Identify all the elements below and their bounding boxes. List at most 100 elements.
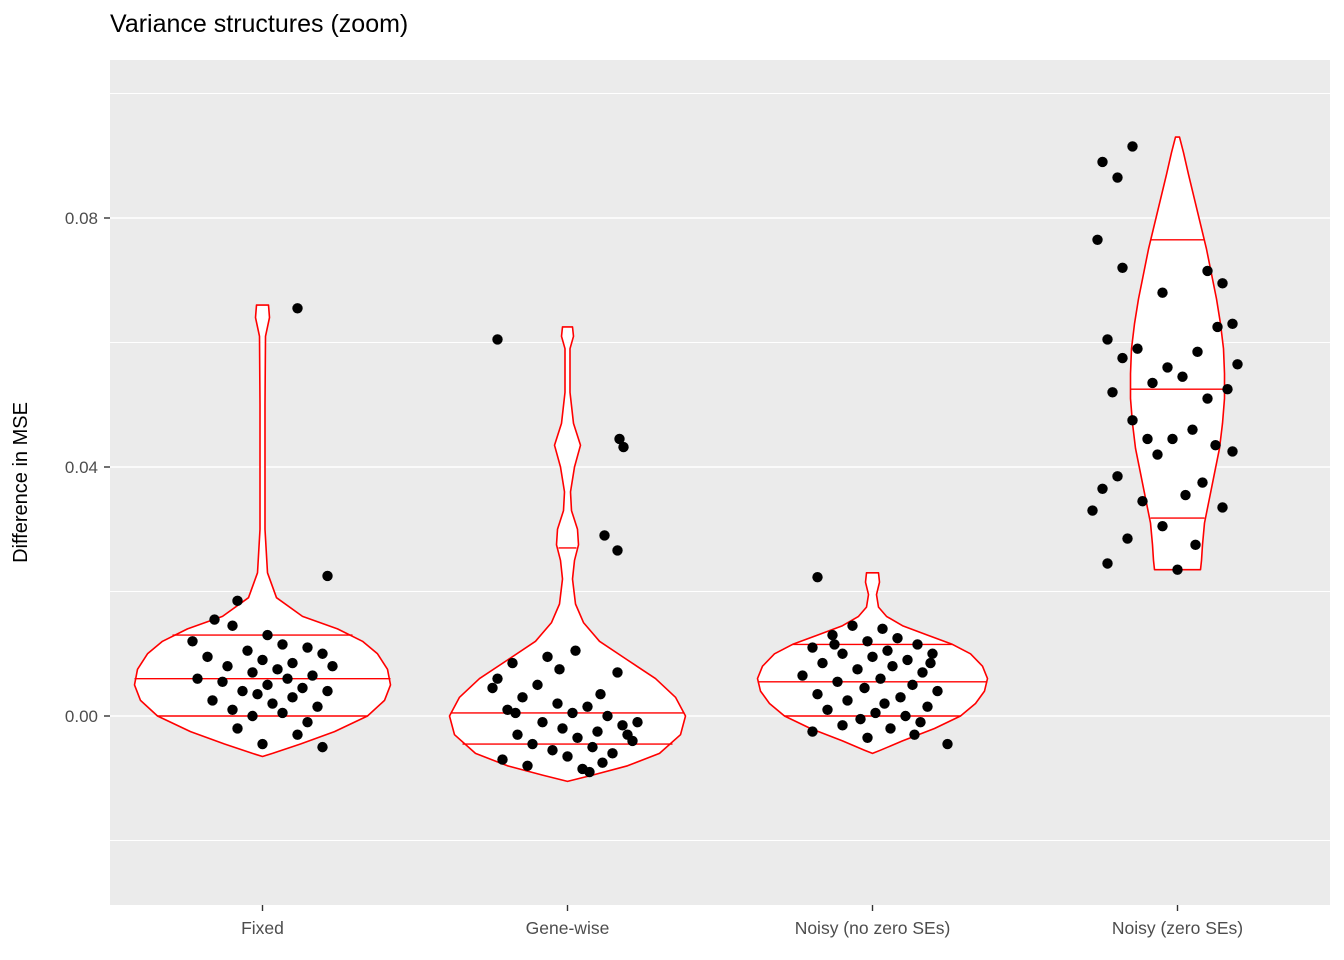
jitter-point bbox=[1162, 362, 1173, 373]
jitter-point bbox=[1217, 502, 1228, 513]
jitter-point bbox=[542, 651, 553, 663]
jitter-point bbox=[855, 713, 866, 725]
jitter-point bbox=[252, 689, 263, 700]
jitter-point bbox=[887, 661, 898, 672]
jitter-point bbox=[312, 701, 323, 712]
jitter-point bbox=[327, 661, 338, 672]
jitter-point bbox=[1227, 318, 1238, 330]
jitter-point bbox=[557, 723, 568, 734]
jitter-point bbox=[522, 760, 533, 771]
jitter-point bbox=[247, 667, 258, 678]
y-tick-label: 0.08 bbox=[65, 209, 98, 228]
jitter-point bbox=[912, 639, 923, 650]
jitter-point bbox=[497, 754, 508, 765]
jitter-point bbox=[537, 717, 548, 728]
jitter-point bbox=[882, 645, 893, 656]
x-tick-label: Gene-wise bbox=[526, 918, 610, 938]
jitter-point bbox=[627, 735, 638, 747]
jitter-point bbox=[885, 723, 896, 734]
jitter-point bbox=[932, 685, 943, 697]
jitter-point bbox=[1127, 141, 1138, 152]
jitter-point bbox=[925, 657, 936, 669]
jitter-point bbox=[1112, 471, 1123, 482]
jitter-point bbox=[554, 664, 565, 675]
jitter-point bbox=[297, 682, 308, 694]
jitter-point bbox=[287, 657, 298, 669]
jitter-point bbox=[892, 632, 903, 644]
jitter-point bbox=[1197, 477, 1208, 488]
jitter-point bbox=[1137, 496, 1148, 507]
x-tick-label: Fixed bbox=[241, 918, 284, 938]
jitter-point bbox=[617, 720, 628, 731]
jitter-point bbox=[1210, 440, 1221, 451]
jitter-point bbox=[618, 441, 629, 453]
jitter-point bbox=[1107, 387, 1118, 398]
jitter-point bbox=[1152, 449, 1163, 460]
chart-title: Variance structures (zoom) bbox=[110, 10, 409, 38]
jitter-point bbox=[217, 676, 228, 687]
jitter-point bbox=[307, 670, 318, 681]
jitter-point bbox=[1212, 321, 1223, 333]
jitter-point bbox=[902, 654, 913, 666]
plot-panel bbox=[110, 60, 1330, 905]
jitter-point bbox=[822, 704, 833, 715]
jitter-point bbox=[570, 645, 581, 656]
jitter-point bbox=[1102, 334, 1113, 345]
jitter-point bbox=[812, 689, 823, 700]
jitter-point bbox=[1097, 483, 1108, 494]
jitter-point bbox=[909, 729, 920, 740]
jitter-point bbox=[614, 433, 625, 445]
jitter-point bbox=[262, 629, 273, 641]
jitter-point bbox=[532, 679, 543, 691]
y-axis-label: Difference in MSE bbox=[9, 402, 32, 563]
jitter-point bbox=[852, 664, 863, 675]
jitter-point bbox=[1157, 520, 1168, 532]
jitter-point bbox=[807, 726, 818, 737]
jitter-point bbox=[292, 303, 303, 314]
jitter-point bbox=[797, 670, 808, 681]
jitter-point bbox=[900, 710, 911, 722]
jitter-point bbox=[612, 545, 623, 556]
jitter-point bbox=[527, 738, 538, 750]
jitter-point bbox=[1112, 172, 1123, 183]
jitter-point bbox=[607, 748, 618, 759]
jitter-point bbox=[507, 657, 518, 669]
violin-fixed bbox=[133, 304, 392, 758]
jitter-point bbox=[1147, 377, 1158, 389]
jitter-point bbox=[812, 571, 823, 583]
y-tick-label: 0.04 bbox=[65, 458, 98, 477]
jitter-point bbox=[322, 685, 333, 697]
jitter-point bbox=[837, 720, 848, 731]
jitter-point bbox=[1132, 343, 1143, 354]
jitter-point bbox=[1127, 415, 1138, 426]
x-tick-label: Noisy (no zero SEs) bbox=[795, 918, 951, 938]
jitter-point bbox=[1222, 383, 1233, 395]
jitter-point bbox=[267, 698, 278, 709]
jitter-point bbox=[837, 648, 848, 659]
jitter-point bbox=[572, 732, 583, 743]
jitter-point bbox=[1180, 489, 1191, 501]
jitter-point bbox=[512, 729, 523, 740]
jitter-point bbox=[282, 673, 293, 684]
jitter-point bbox=[597, 757, 608, 768]
jitter-point bbox=[832, 676, 843, 687]
violin-noisy-zero-ses bbox=[1129, 136, 1226, 571]
jitter-point bbox=[232, 723, 243, 734]
jitter-point bbox=[602, 710, 613, 722]
jitter-point bbox=[1217, 278, 1228, 289]
jitter-point bbox=[277, 639, 288, 650]
jitter-point bbox=[242, 645, 253, 656]
jitter-point bbox=[222, 661, 233, 672]
y-tick-label: 0.00 bbox=[65, 707, 98, 726]
jitter-point bbox=[302, 717, 313, 728]
jitter-point bbox=[870, 707, 881, 719]
jitter-point bbox=[547, 745, 558, 756]
jitter-point bbox=[1122, 533, 1133, 544]
jitter-point bbox=[917, 667, 928, 678]
jitter-point bbox=[927, 648, 938, 659]
jitter-point bbox=[582, 701, 593, 712]
jitter-point bbox=[202, 651, 213, 663]
jitter-point bbox=[209, 614, 220, 625]
jitter-point bbox=[1167, 433, 1178, 445]
